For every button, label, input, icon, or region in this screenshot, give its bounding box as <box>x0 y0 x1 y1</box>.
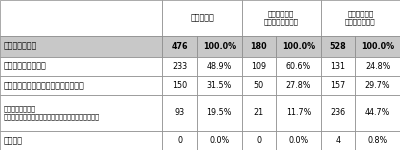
Text: 100.0%: 100.0% <box>203 42 236 51</box>
Bar <box>321 36 355 57</box>
Bar <box>242 0 321 36</box>
Text: 150: 150 <box>172 81 187 90</box>
Text: 0: 0 <box>256 136 261 145</box>
Text: 180: 180 <box>250 42 267 51</box>
Bar <box>276 57 321 76</box>
Text: 29.7%: 29.7% <box>365 81 390 90</box>
Bar <box>0 131 162 150</box>
Text: 27.8%: 27.8% <box>286 81 311 90</box>
Text: 109: 109 <box>251 62 266 71</box>
Bar <box>0 36 162 57</box>
Text: 60.6%: 60.6% <box>286 62 311 71</box>
Text: 48.9%: 48.9% <box>206 62 232 71</box>
Bar <box>162 76 197 95</box>
Bar <box>0 76 162 95</box>
Bar <box>162 95 197 131</box>
Bar <box>242 36 276 57</box>
Text: 19.5%: 19.5% <box>206 108 232 117</box>
Text: 回答なし: 回答なし <box>3 136 22 145</box>
Text: 定期的に行っている: 定期的に行っている <box>3 62 46 71</box>
Text: 特に時期は決めていないが行っている: 特に時期は決めていないが行っている <box>3 81 84 90</box>
Text: 100.0%: 100.0% <box>282 42 315 51</box>
Bar <box>242 131 276 150</box>
Text: 131: 131 <box>330 62 346 71</box>
Bar <box>321 0 400 36</box>
Bar <box>355 95 400 131</box>
Text: 0.8%: 0.8% <box>368 136 388 145</box>
Bar <box>242 57 276 76</box>
Text: 0.0%: 0.0% <box>288 136 308 145</box>
Bar <box>321 57 355 76</box>
Text: 44.7%: 44.7% <box>365 108 390 117</box>
Bar <box>162 36 197 57</box>
Bar <box>276 131 321 150</box>
Text: 人工呼吸器: 人工呼吸器 <box>190 13 214 22</box>
Bar <box>355 131 400 150</box>
Bar <box>321 95 355 131</box>
Bar <box>197 36 242 57</box>
Bar <box>276 95 321 131</box>
Bar <box>162 0 242 36</box>
Bar <box>276 36 321 57</box>
Text: 528: 528 <box>330 42 346 51</box>
Text: 4: 4 <box>336 136 340 145</box>
Text: 476: 476 <box>171 42 188 51</box>
Text: 31.5%: 31.5% <box>206 81 232 90</box>
Text: 100.0%: 100.0% <box>361 42 394 51</box>
Bar <box>355 57 400 76</box>
Text: 93: 93 <box>174 108 185 117</box>
Bar <box>162 131 197 150</box>
Bar <box>197 76 242 95</box>
Bar <box>197 57 242 76</box>
Bar <box>355 76 400 95</box>
Text: 輸液ポンプ・
シリンジポンプ: 輸液ポンプ・ シリンジポンプ <box>345 11 376 25</box>
Text: 236: 236 <box>330 108 346 117</box>
Bar <box>162 57 197 76</box>
Text: 11.7%: 11.7% <box>286 108 311 117</box>
Bar <box>242 76 276 95</box>
Text: 特に行っていない
（機器の調子が悪い場合、そのつど修理を依頼する）: 特に行っていない （機器の調子が悪い場合、そのつど修理を依頼する） <box>3 106 99 120</box>
Bar <box>0 95 162 131</box>
Bar <box>0 0 162 36</box>
Bar <box>0 57 162 76</box>
Text: 21: 21 <box>254 108 264 117</box>
Text: 157: 157 <box>330 81 346 90</box>
Text: 24.8%: 24.8% <box>365 62 390 71</box>
Text: 取り扱い施設数: 取り扱い施設数 <box>3 42 36 51</box>
Bar <box>197 131 242 150</box>
Text: 0: 0 <box>177 136 182 145</box>
Text: 0.0%: 0.0% <box>209 136 229 145</box>
Bar <box>321 76 355 95</box>
Bar <box>242 95 276 131</box>
Bar <box>197 95 242 131</box>
Bar <box>321 131 355 150</box>
Bar <box>355 36 400 57</box>
Text: 233: 233 <box>172 62 187 71</box>
Bar <box>276 76 321 95</box>
Text: 50: 50 <box>254 81 264 90</box>
Text: 人工腎臓装置
（血液透析装置）: 人工腎臓装置 （血液透析装置） <box>264 11 299 25</box>
